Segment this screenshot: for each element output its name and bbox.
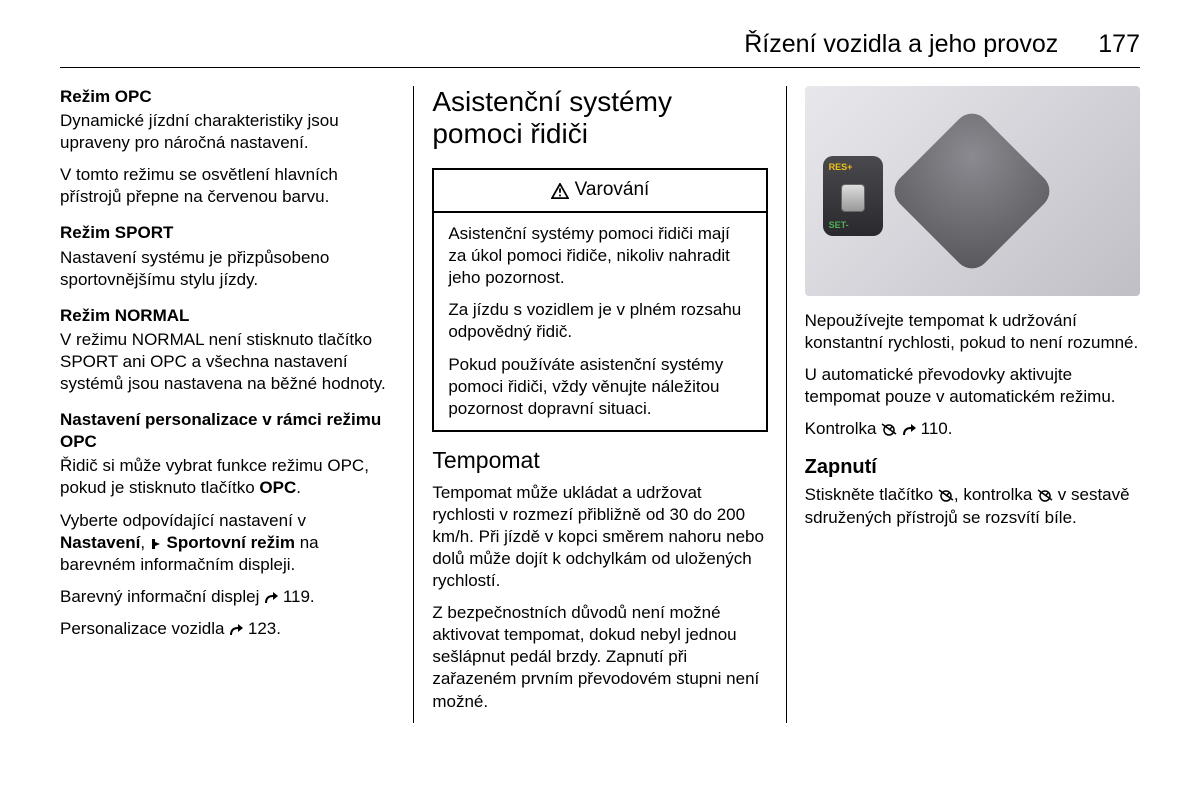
text-bold-nastaveni: Nastavení bbox=[60, 533, 140, 552]
text-fragment: Kontrolka bbox=[805, 419, 882, 438]
column-3: RES+ SET- Nepoužívejte tempomat k udržov… bbox=[786, 86, 1140, 723]
subheading-tempomat: Tempomat bbox=[432, 446, 767, 476]
warning-text-1: Asistenční systémy pomoci řidiči mají za… bbox=[448, 223, 751, 289]
menu-arrow-icon bbox=[150, 538, 162, 550]
warning-triangle-icon bbox=[551, 183, 569, 199]
crossref-display: Barevný informační displej 119. bbox=[60, 586, 395, 608]
cruise-control-icon bbox=[938, 488, 954, 502]
column-1: Režim OPC Dynamické jízdní charakteristi… bbox=[60, 86, 413, 723]
text-cruise-1: Nepoužívejte tempomat k udržování konsta… bbox=[805, 310, 1140, 354]
text-opc-2: V tomto režimu se osvětlení hlavních pří… bbox=[60, 164, 395, 208]
text-tempomat-1: Tempomat může ukládat a udržovat rychlos… bbox=[432, 482, 767, 592]
content-columns: Režim OPC Dynamické jízdní charakteristi… bbox=[60, 86, 1140, 723]
text-tempomat-2: Z bezpečnostních důvodů není možné aktiv… bbox=[432, 602, 767, 712]
heading-opc: Režim OPC bbox=[60, 86, 395, 108]
warning-box: Varování Asistenční systémy pomoci řidič… bbox=[432, 168, 767, 431]
crossref-arrow-icon bbox=[902, 424, 916, 436]
warning-header: Varování bbox=[434, 170, 765, 213]
text-fragment: , bbox=[140, 533, 149, 552]
text-fragment: , kontrolka bbox=[954, 485, 1037, 504]
text-fragment: 119. bbox=[278, 587, 315, 606]
text-fragment: Stiskněte tlačítko bbox=[805, 485, 938, 504]
text-normal: V režimu NORMAL není stisknuto tlačítko … bbox=[60, 329, 395, 395]
text-zapnuti: Stiskněte tlačítko , kontrolka v sestavě… bbox=[805, 484, 1140, 528]
crossref-indicator: Kontrolka 110. bbox=[805, 418, 1140, 440]
heading-personalization: Nastavení personalizace v rámci režimu O… bbox=[60, 409, 395, 453]
heading-normal: Režim NORMAL bbox=[60, 305, 395, 327]
text-fragment: Barevný informační displej bbox=[60, 587, 264, 606]
text-fragment: Řidič si může vybrat funkce režimu OPC, … bbox=[60, 456, 369, 497]
warning-text-3: Pokud používáte asistenční systémy pomoc… bbox=[448, 354, 751, 420]
text-personalization-1: Řidič si může vybrat funkce režimu OPC, … bbox=[60, 455, 395, 499]
warning-text-2: Za jízdu s vozidlem je v plném rozsahu o… bbox=[448, 299, 751, 343]
text-fragment: Vyberte odpovídající nastavení v bbox=[60, 511, 306, 530]
heading-sport: Režim SPORT bbox=[60, 222, 395, 244]
text-fragment: . bbox=[296, 478, 301, 497]
page-number: 177 bbox=[1098, 30, 1140, 59]
cruise-control-icon bbox=[1037, 488, 1053, 502]
warning-label: Varování bbox=[575, 178, 650, 203]
crossref-personalization: Personalizace vozidla 123. bbox=[60, 618, 395, 640]
crossref-arrow-icon bbox=[229, 624, 243, 636]
res-plus-label: RES+ bbox=[829, 162, 853, 174]
set-minus-label: SET- bbox=[829, 220, 849, 232]
chapter-title: Řízení vozidla a jeho provoz bbox=[744, 30, 1058, 59]
column-2: Asistenční systémy pomoci řidiči Varován… bbox=[413, 86, 785, 723]
text-bold-sport-mode: Sportovní režim bbox=[167, 533, 295, 552]
cruise-control-icon bbox=[881, 422, 897, 436]
text-fragment: Personalizace vozidla bbox=[60, 619, 229, 638]
page-header: Řízení vozidla a jeho provoz 177 bbox=[60, 30, 1140, 68]
crossref-arrow-icon bbox=[264, 592, 278, 604]
text-opc-1: Dynamické jízdní charakteristiky jsou up… bbox=[60, 110, 395, 154]
subheading-zapnuti: Zapnutí bbox=[805, 454, 1140, 480]
cruise-toggle-switch bbox=[841, 184, 865, 212]
text-bold-opc: OPC bbox=[259, 478, 296, 497]
text-sport: Nastavení systému je přizpůsobeno sporto… bbox=[60, 247, 395, 291]
steering-wheel-image: RES+ SET- bbox=[805, 86, 1140, 296]
section-title-assist: Asistenční systémy pomoci řidiči bbox=[432, 86, 767, 150]
text-personalization-2: Vyberte odpovídající nastavení v Nastave… bbox=[60, 510, 395, 576]
text-cruise-2: U automatické převodovky aktivujte tempo… bbox=[805, 364, 1140, 408]
warning-body: Asistenční systémy pomoci řidiči mají za… bbox=[434, 213, 765, 430]
text-fragment: 123. bbox=[243, 619, 281, 638]
text-fragment: 110. bbox=[916, 419, 953, 438]
